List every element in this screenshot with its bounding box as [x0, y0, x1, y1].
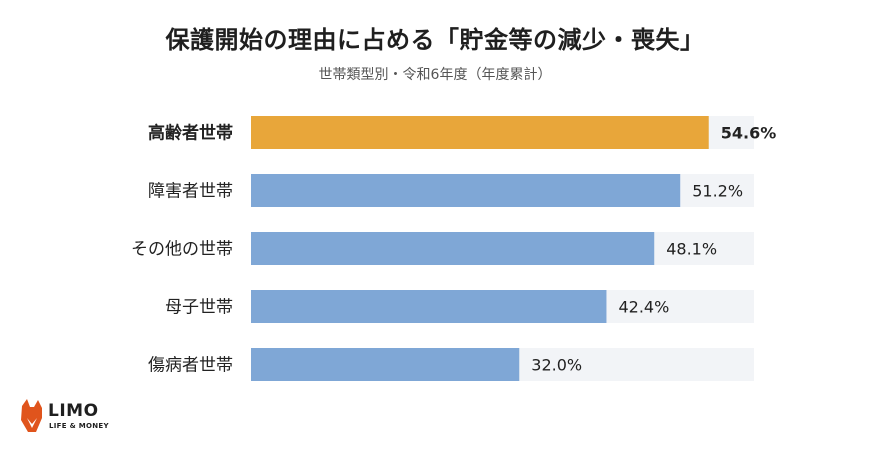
category-label: 障害者世帯 [148, 182, 233, 202]
value-label: 54.6% [721, 124, 777, 143]
value-label: 42.4% [618, 298, 669, 317]
chart-subtitle: 世帯類型別・令和6年度（年度累計） [318, 67, 552, 83]
value-label: 51.2% [692, 182, 743, 201]
category-label: 高齢者世帯 [148, 123, 233, 144]
limo-logo: LIMO LIFE & MONEY [18, 398, 128, 438]
bar-1 [251, 174, 681, 207]
bar-0 [251, 116, 709, 149]
value-label: 32.0% [531, 356, 582, 375]
category-label: 傷病者世帯 [148, 356, 233, 376]
chart-title: 保護開始の理由に占める「貯金等の減少・喪失」 [165, 26, 705, 54]
category-label: 母子世帯 [165, 298, 233, 318]
bar-3 [251, 290, 607, 323]
bar-4 [251, 348, 520, 381]
logo-tagline: LIFE & MONEY [49, 422, 109, 430]
category-label: その他の世帯 [131, 240, 233, 260]
bar-2 [251, 232, 655, 265]
value-label: 48.1% [666, 240, 717, 259]
logo-text: LIMO [48, 401, 99, 421]
fox-icon [21, 399, 42, 432]
